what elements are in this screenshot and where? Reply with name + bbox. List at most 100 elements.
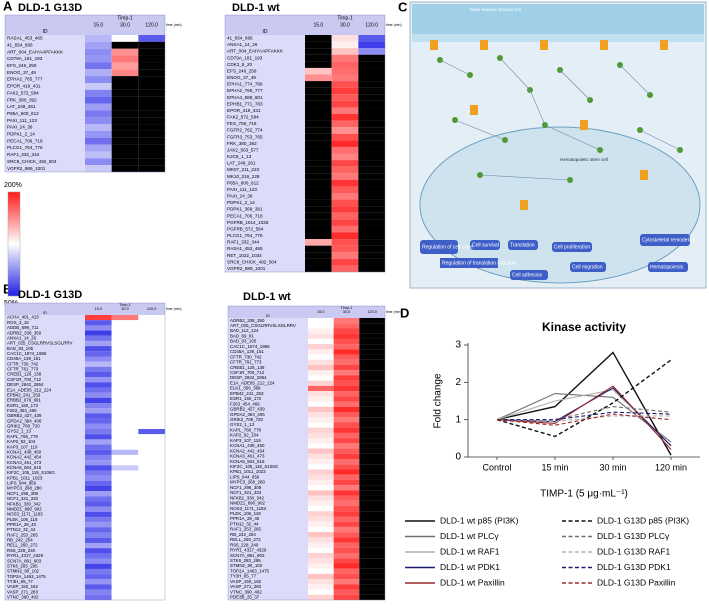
heatmap-cell <box>359 401 385 407</box>
heatmap-cell <box>359 573 385 580</box>
heatmap-cell <box>359 370 385 376</box>
heatmap-cell <box>333 453 360 460</box>
heatmap-cell <box>305 153 332 161</box>
row-label: PPR1A_28_40 <box>230 516 260 521</box>
heatmap-cell <box>138 418 165 424</box>
row-label: ART_025_CSGLRRVSLSGLRRV <box>7 341 72 346</box>
heatmap-cell <box>308 359 334 366</box>
heatmap-cell <box>359 506 385 512</box>
heatmap-cell <box>138 335 165 341</box>
row-label: TOP2A_1463_1475 <box>230 568 270 573</box>
row-label: KCNA2_442_454 <box>230 448 265 453</box>
heatmap-cell <box>85 563 112 569</box>
heatmap-cell <box>85 361 112 367</box>
heatmap-cell <box>111 124 139 131</box>
heatmap-cell <box>85 558 112 564</box>
heatmap-cell <box>333 344 360 350</box>
heatmap-cell <box>305 35 332 42</box>
row-label: CD79A_181_193 <box>7 56 43 61</box>
heatmap-cell <box>305 245 332 253</box>
heatmap-cell <box>138 553 165 559</box>
heatmap-cell <box>85 41 112 49</box>
heatmap-cell <box>333 333 360 339</box>
heatmap-cell <box>85 48 112 56</box>
heatmap-cell <box>111 537 139 544</box>
row-label: P85A_600_612 <box>7 111 39 116</box>
heatmap-cell <box>331 146 359 154</box>
heatmap-cell <box>111 460 139 466</box>
heatmap-cell <box>138 366 165 373</box>
series-line <box>497 411 672 421</box>
heatmap-cell <box>333 359 360 366</box>
heatmap-cell <box>111 470 139 476</box>
heatmap-cell <box>308 553 334 559</box>
diagram-label: Cell survival <box>472 242 499 248</box>
heatmap-cell <box>85 491 112 497</box>
heatmap-cell <box>111 449 139 455</box>
heatmap-cell <box>331 206 359 213</box>
heatmap-cell <box>358 206 385 213</box>
heatmap-header <box>5 303 165 315</box>
heatmap-cell <box>308 338 334 345</box>
heatmap-cell <box>138 501 165 507</box>
heatmap-cell <box>331 212 359 220</box>
y-tick-label: 2 <box>455 377 461 388</box>
heatmap-cell <box>111 434 139 440</box>
heatmap-cell <box>333 422 360 428</box>
heatmap-cell <box>359 396 385 402</box>
heatmap-cell <box>333 563 360 569</box>
row-label: PDPK1_2_14 <box>227 200 255 205</box>
heatmap-cell <box>138 506 165 512</box>
x-axis-label: TIMP-1 (5 μg·mL⁻¹) <box>540 489 628 500</box>
row-label: NCF1_296_308 <box>7 491 39 496</box>
heatmap-cell <box>85 89 112 97</box>
heatmap-cell <box>138 589 165 595</box>
heatmap-cell <box>358 239 385 246</box>
heatmap-cell <box>333 338 360 345</box>
heatmap-cell <box>305 219 332 226</box>
heatmap-cell <box>358 265 385 273</box>
heatmap-cell <box>138 35 165 42</box>
heatmap-cell <box>85 76 112 83</box>
heatmap-cell <box>308 370 334 376</box>
heatmap: DLD-1 G13D Timp-1 time (min) ID 15.0 30.0 120.… <box>4 2 182 173</box>
row-label: TOP2A_1463_1475 <box>7 574 46 579</box>
diagram-label: Hematopoietic stem cell <box>560 157 608 162</box>
heatmap-cell <box>111 158 139 166</box>
row-label: EPB42_241_253 <box>7 392 41 397</box>
row-label: STMN2_90_102 <box>230 563 263 568</box>
heatmap-cell <box>111 589 139 595</box>
heatmap-cell <box>358 140 385 147</box>
heatmap-cell <box>85 444 112 450</box>
heatmap-cell <box>85 537 112 544</box>
heatmap-cell <box>138 594 165 601</box>
heatmap-cell <box>308 490 334 496</box>
heatmap-cell <box>138 62 165 70</box>
row-label: FGFR2_762_774 <box>227 128 263 133</box>
heatmap-cell <box>138 340 165 347</box>
diagram-label: Cell migration <box>572 264 603 270</box>
heatmap-cell <box>85 62 112 70</box>
heatmap-cell <box>333 594 360 601</box>
heatmap-cell <box>358 41 385 49</box>
heatmap-title: DLD-1 G13D <box>18 289 82 301</box>
heatmap-cell <box>111 439 139 445</box>
heatmap: DLD-1 wt Timp-1 time (min) ID 15.0 30.0 120.0 4… <box>224 2 402 273</box>
heatmap-cell <box>111 382 139 388</box>
heatmap-cell <box>111 594 139 601</box>
id-column <box>5 35 85 172</box>
diagram-label: Hematopoiesis <box>650 264 684 270</box>
heatmap-cell <box>85 449 112 455</box>
heatmap-cell <box>358 67 385 75</box>
heatmap-cell <box>333 432 360 439</box>
heatmap-cell <box>359 521 385 527</box>
heatmap-cell <box>111 584 139 590</box>
heatmap-cell <box>359 412 385 418</box>
row-label: ART_004_EAIYAAPFAKKK <box>227 49 284 54</box>
heatmap-cell <box>138 532 165 538</box>
heatmap-cell <box>331 252 359 259</box>
heatmap-cell <box>305 199 332 207</box>
row-label: CD45A_139_151 <box>230 349 264 354</box>
row-label: GBRB2_427_439 <box>230 407 265 412</box>
heatmap-cell <box>85 82 112 90</box>
